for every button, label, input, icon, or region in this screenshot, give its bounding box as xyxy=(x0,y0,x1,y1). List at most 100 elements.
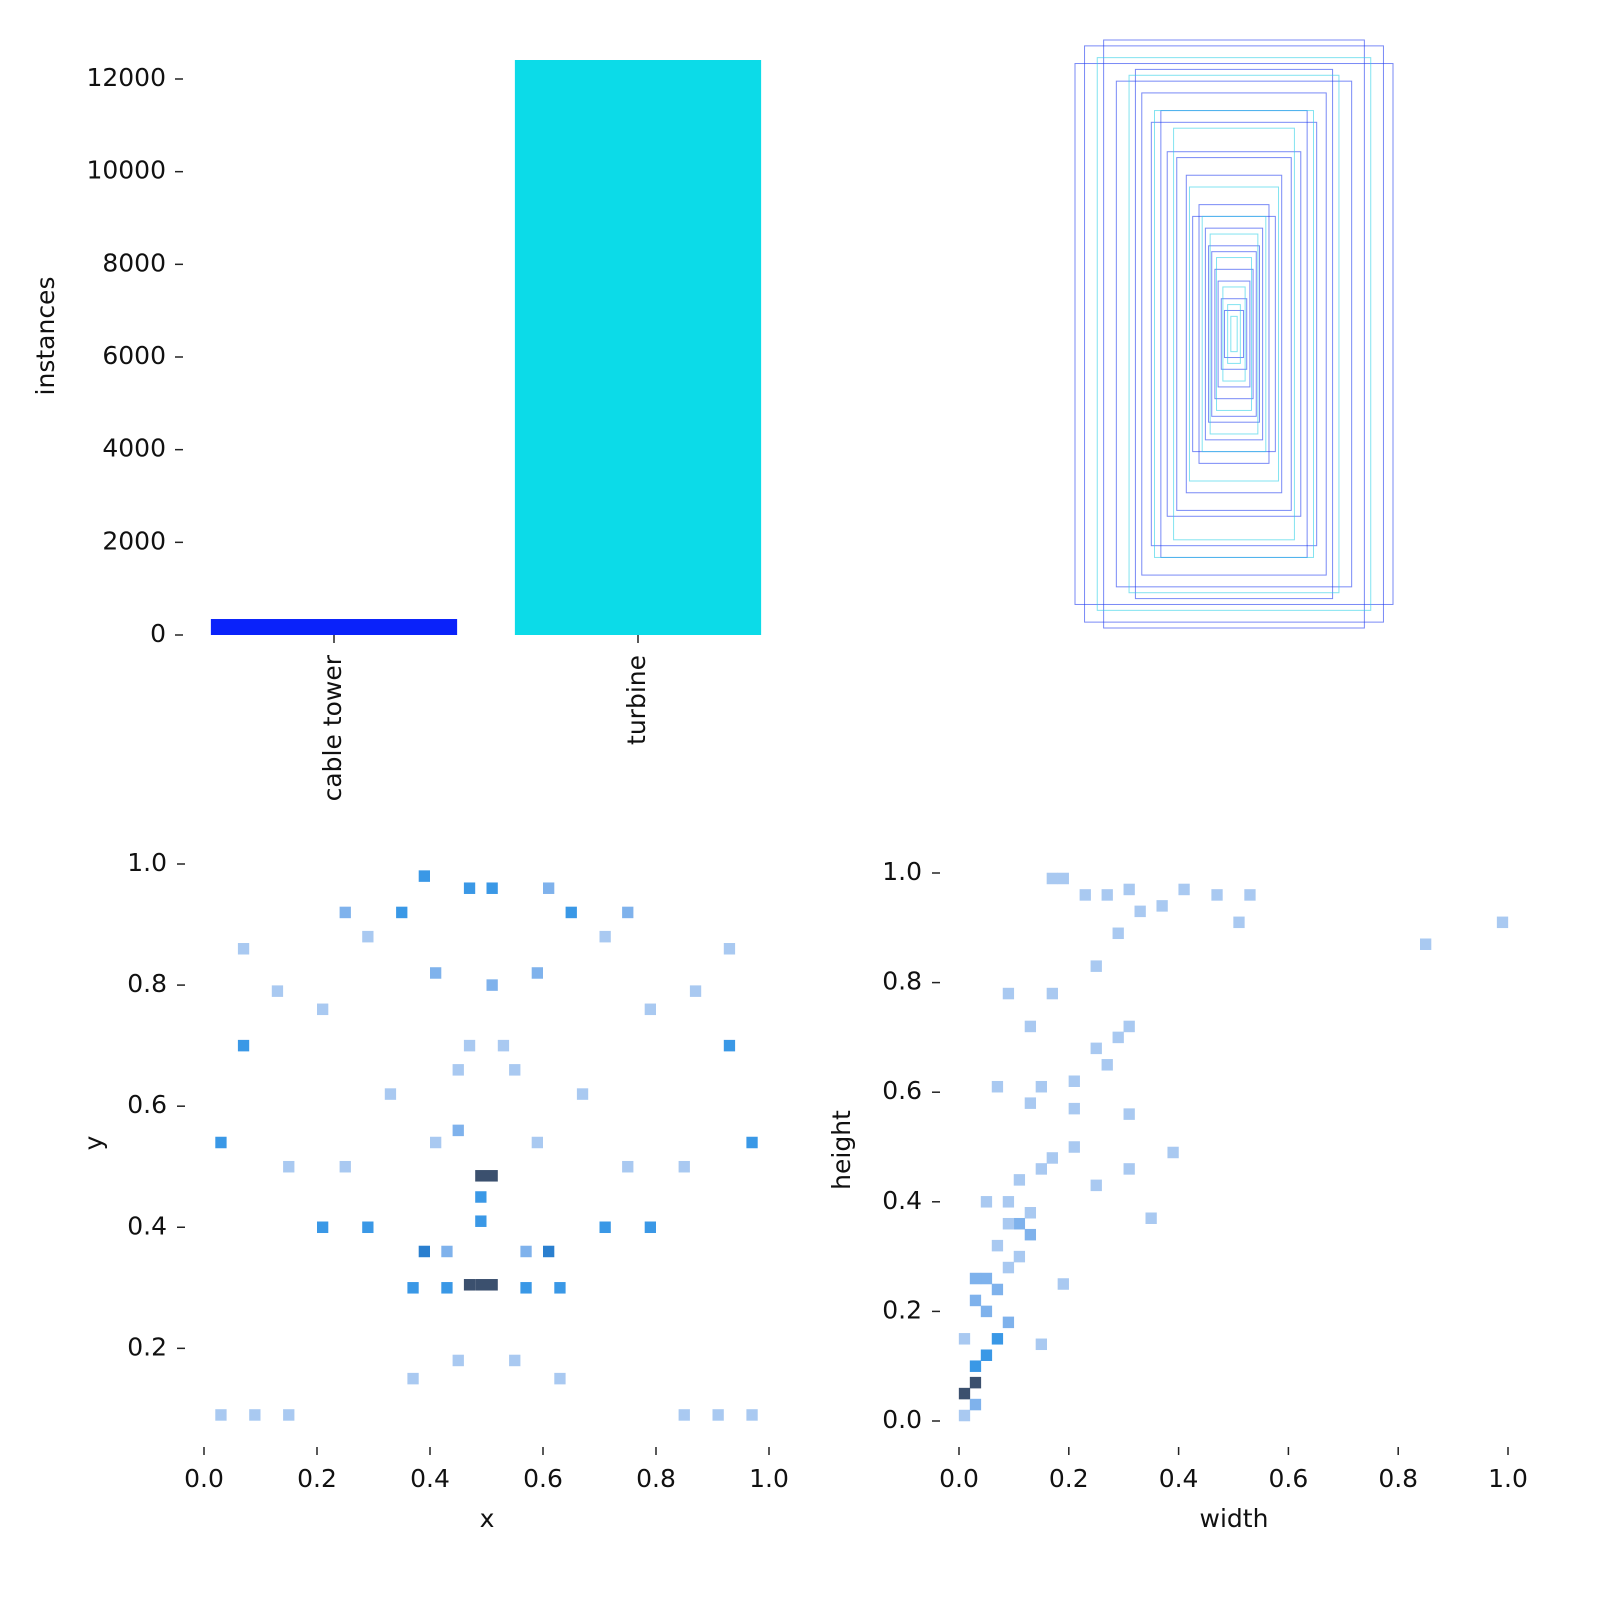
y-axis-label: height xyxy=(827,1110,856,1190)
label-box xyxy=(1134,68,1334,600)
heat-cell xyxy=(599,930,611,943)
bar xyxy=(514,60,762,635)
heat-cell xyxy=(441,1282,453,1294)
heat-cell xyxy=(215,1409,227,1421)
heat-cell xyxy=(339,1160,351,1173)
heat-cell xyxy=(407,1282,419,1294)
heat-cell xyxy=(509,1354,521,1367)
heat-cell xyxy=(980,1349,993,1361)
heat-cell xyxy=(1134,905,1146,918)
x-tick-label: 0.8 xyxy=(636,1464,676,1493)
label-box xyxy=(1214,268,1254,400)
heat-cell xyxy=(396,906,408,919)
heat-cell xyxy=(1024,1207,1037,1219)
heat-cell xyxy=(565,906,577,919)
label-box xyxy=(1216,257,1252,411)
heat-cell xyxy=(958,1333,971,1345)
y-axis-label: y xyxy=(79,1135,108,1150)
heat-cell xyxy=(969,1360,982,1372)
heat-cell xyxy=(1068,1075,1080,1087)
heat-cell xyxy=(1046,1152,1058,1164)
heat-cell xyxy=(980,1196,993,1208)
heat-cell xyxy=(237,1039,250,1052)
heat-cell xyxy=(237,943,250,955)
x-axis-label: width xyxy=(1200,1504,1269,1533)
heat-cell xyxy=(1123,883,1135,896)
heat-cell xyxy=(969,1376,982,1389)
heat-cell xyxy=(1024,1097,1037,1109)
heat-cell xyxy=(1002,1217,1015,1230)
y-tick-label: 1.0 xyxy=(882,857,922,886)
y-tick-label: 0.2 xyxy=(882,1295,922,1324)
y-tick-label: 0.8 xyxy=(882,967,922,996)
x-tick-label: turbine xyxy=(622,655,651,745)
heat-cell xyxy=(486,882,498,894)
heat-cell xyxy=(452,1354,464,1367)
heat-cell xyxy=(430,1136,442,1149)
heat-cell xyxy=(1013,1174,1026,1186)
heat-cell xyxy=(1233,916,1245,929)
heat-cell xyxy=(475,1191,487,1203)
heat-cell xyxy=(1090,960,1102,972)
heat-cell xyxy=(441,1245,453,1258)
label-box xyxy=(1160,110,1308,558)
heat-cell xyxy=(463,1279,476,1291)
heat-cell xyxy=(418,870,430,882)
heat-cell xyxy=(980,1272,993,1285)
y-tick-label: 0 xyxy=(150,619,166,648)
heat-cell xyxy=(1024,1228,1037,1241)
x-tick-label: 1.0 xyxy=(1488,1464,1528,1493)
heat-cell xyxy=(991,1333,1004,1345)
y-tick-label: 0.2 xyxy=(127,1332,167,1361)
heat-cell xyxy=(1068,1141,1080,1153)
heat-cell xyxy=(418,1245,430,1258)
heat-cell xyxy=(215,1136,227,1149)
heat-cell xyxy=(543,882,555,894)
heat-cell xyxy=(1156,900,1168,912)
heat-cell xyxy=(452,1064,464,1076)
heat-cell xyxy=(486,979,498,991)
heat-cell xyxy=(991,1283,1004,1296)
x-tick-label: 1.0 xyxy=(749,1464,789,1493)
heat-cell xyxy=(531,967,543,979)
y-tick-label: 0.8 xyxy=(127,969,167,998)
heat-cell xyxy=(1035,1080,1047,1093)
label-box xyxy=(1150,121,1318,547)
x-tick-label: 0.4 xyxy=(410,1464,450,1493)
heat-cell xyxy=(1013,1217,1026,1230)
heat-cell xyxy=(1057,1278,1069,1290)
y-tick-label: 6000 xyxy=(102,341,166,370)
heat-cell xyxy=(1167,1146,1179,1159)
heat-cell xyxy=(407,1372,419,1385)
heat-cell xyxy=(520,1282,532,1294)
label-box xyxy=(1096,57,1372,611)
x-tick-label: 0.2 xyxy=(297,1464,337,1493)
y-tick-label: 0.6 xyxy=(127,1090,167,1119)
label-box xyxy=(1141,92,1327,576)
heat-cell xyxy=(1035,1163,1047,1175)
label-box xyxy=(1084,45,1384,623)
label-box xyxy=(1154,110,1314,558)
heat-cell xyxy=(1024,1020,1037,1033)
heat-cell xyxy=(1090,1042,1102,1055)
heat-cell xyxy=(1002,987,1015,1000)
heat-cell xyxy=(1046,872,1058,885)
heat-cell xyxy=(1002,1196,1015,1208)
heat-cell xyxy=(991,1239,1004,1252)
heat-cell xyxy=(969,1272,982,1285)
heat-cell xyxy=(1123,1020,1135,1033)
heat-cell xyxy=(1496,916,1509,929)
heat-cell xyxy=(362,1221,374,1234)
x-tick-label: 0.4 xyxy=(1159,1464,1199,1493)
label-box xyxy=(1185,174,1283,494)
label-box xyxy=(1204,227,1264,441)
x-tick-label: cable tower xyxy=(318,654,347,801)
heat-cell xyxy=(317,1003,329,1016)
heat-cell xyxy=(1002,1261,1015,1274)
heat-cell xyxy=(1013,1250,1026,1263)
heat-cell xyxy=(283,1409,295,1421)
label-box xyxy=(1115,80,1353,588)
heat-cell xyxy=(317,1221,329,1234)
x-tick-label: 0.6 xyxy=(1269,1464,1309,1493)
